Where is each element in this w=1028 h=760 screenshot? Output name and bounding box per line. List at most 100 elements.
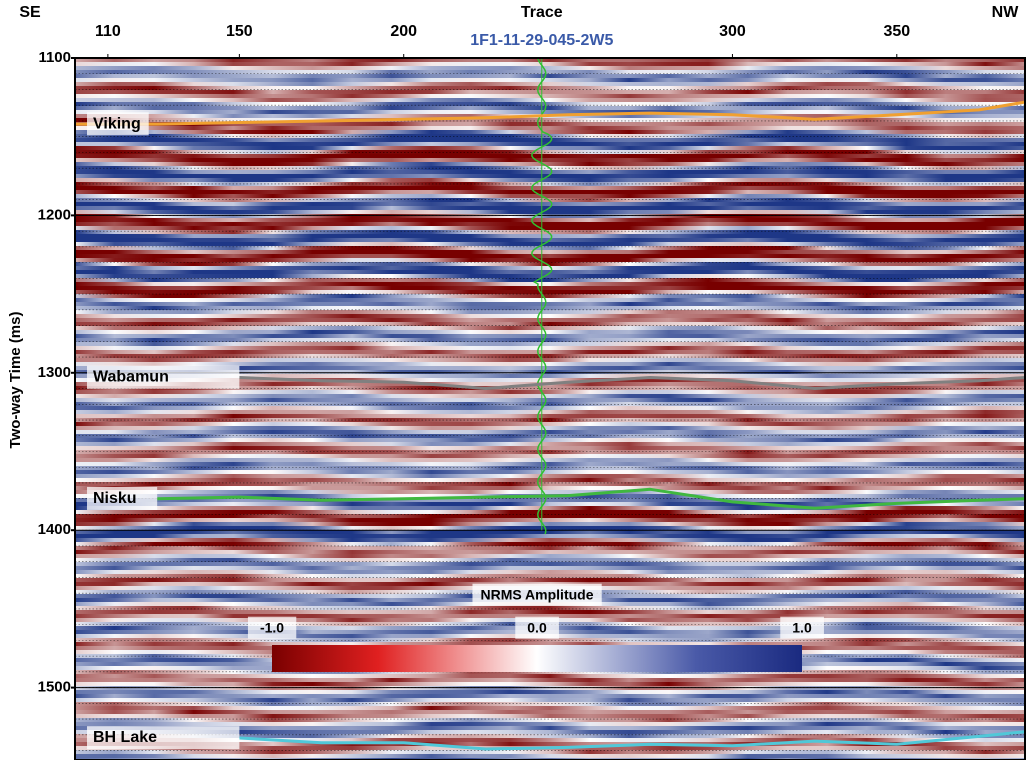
- horizon-label: BH Lake: [93, 729, 157, 746]
- right-label: NW: [992, 4, 1020, 21]
- y-tick-label: 1100: [38, 49, 71, 66]
- texture-row: [75, 286, 1025, 291]
- texture-row: [75, 146, 1025, 151]
- colorbar-title: NRMS Amplitude: [480, 587, 593, 603]
- texture-row: [75, 222, 1025, 227]
- x-axis-title: Trace: [521, 4, 563, 21]
- texture-row: [75, 282, 1025, 287]
- texture-row: [75, 70, 1025, 75]
- texture-row: [75, 346, 1025, 351]
- texture-row: [75, 290, 1025, 295]
- texture-row: [75, 466, 1025, 471]
- texture-row: [75, 398, 1025, 403]
- texture-row: [75, 254, 1025, 259]
- texture-row: [75, 326, 1025, 331]
- texture-row: [75, 450, 1025, 455]
- texture-row: [75, 350, 1025, 355]
- texture-row: [75, 82, 1025, 87]
- texture-row: [75, 510, 1025, 515]
- texture-row: [75, 442, 1025, 447]
- texture-row: [75, 698, 1025, 703]
- texture-row: [75, 414, 1025, 419]
- texture-row: [75, 682, 1025, 687]
- texture-row: [75, 534, 1025, 539]
- texture-row: [75, 462, 1025, 467]
- y-tick-label: 1300: [38, 364, 71, 381]
- texture-row: [75, 210, 1025, 215]
- texture-row: [75, 178, 1025, 183]
- texture-row: [75, 322, 1025, 327]
- texture-row: [75, 358, 1025, 363]
- texture-row: [75, 106, 1025, 111]
- texture-row: [75, 690, 1025, 695]
- texture-row: [75, 490, 1025, 495]
- texture-row: [75, 306, 1025, 311]
- texture-row: [75, 318, 1025, 323]
- texture-row: [75, 394, 1025, 399]
- x-tick-label: 110: [95, 23, 121, 40]
- texture-row: [75, 446, 1025, 451]
- texture-row: [75, 402, 1025, 407]
- y-axis-title: Two-way Time (ms): [7, 312, 24, 449]
- colorbar-tick-label: 0.0: [527, 620, 547, 636]
- well-name: 1F1-11-29-045-2W5: [470, 32, 613, 49]
- texture-row: [75, 522, 1025, 527]
- texture-row: [75, 90, 1025, 95]
- texture-row: [75, 190, 1025, 195]
- texture-row: [75, 314, 1025, 319]
- texture-row: [75, 182, 1025, 187]
- texture-row: [75, 202, 1025, 207]
- texture-row: [75, 94, 1025, 99]
- horizon-label: Nisku: [93, 490, 137, 507]
- texture-row: [75, 722, 1025, 727]
- texture-row: [75, 330, 1025, 335]
- texture-row: [75, 342, 1025, 347]
- colorbar: [272, 645, 802, 672]
- texture-row: [75, 334, 1025, 339]
- texture-row: [75, 242, 1025, 247]
- colorbar-tick-label: -1.0: [260, 620, 284, 636]
- texture-row: [75, 546, 1025, 551]
- y-tick-label: 1400: [38, 521, 71, 538]
- horizon-label: Wabamun: [93, 369, 169, 386]
- texture-row: [75, 706, 1025, 711]
- texture-row: [75, 126, 1025, 131]
- x-tick-label: 200: [390, 23, 417, 40]
- texture-row: [75, 438, 1025, 443]
- texture-row: [75, 338, 1025, 343]
- texture-row: [75, 390, 1025, 395]
- texture-row: [75, 154, 1025, 159]
- texture-row: [75, 430, 1025, 435]
- texture-row: [75, 74, 1025, 79]
- x-tick-label: 350: [883, 23, 910, 40]
- texture-row: [75, 610, 1025, 615]
- texture-row: [75, 66, 1025, 71]
- texture-row: [75, 518, 1025, 523]
- texture-row: [75, 750, 1025, 755]
- texture-row: [75, 538, 1025, 543]
- texture-row: [75, 710, 1025, 715]
- chart: SE NW Two-way Time (ms) 1100120013001400…: [0, 0, 1028, 760]
- texture-row: [75, 78, 1025, 83]
- texture-row: [75, 702, 1025, 707]
- texture-row: [75, 354, 1025, 359]
- texture-row: [75, 550, 1025, 555]
- y-tick-label: 1500: [38, 679, 71, 696]
- texture-row: [75, 98, 1025, 103]
- colorbar-tick-label: 1.0: [792, 620, 812, 636]
- texture-row: [75, 542, 1025, 547]
- texture-row: [75, 570, 1025, 575]
- texture-row: [75, 86, 1025, 91]
- texture-row: [75, 506, 1025, 511]
- texture-row: [75, 574, 1025, 579]
- texture-row: [75, 102, 1025, 107]
- texture-row: [75, 194, 1025, 199]
- texture-row: [75, 686, 1025, 691]
- texture-row: [75, 158, 1025, 163]
- texture-row: [75, 458, 1025, 463]
- texture-row: [75, 694, 1025, 699]
- texture-row: [75, 406, 1025, 411]
- texture-row: [75, 674, 1025, 679]
- texture-row: [75, 130, 1025, 135]
- y-tick-label: 1200: [38, 206, 71, 223]
